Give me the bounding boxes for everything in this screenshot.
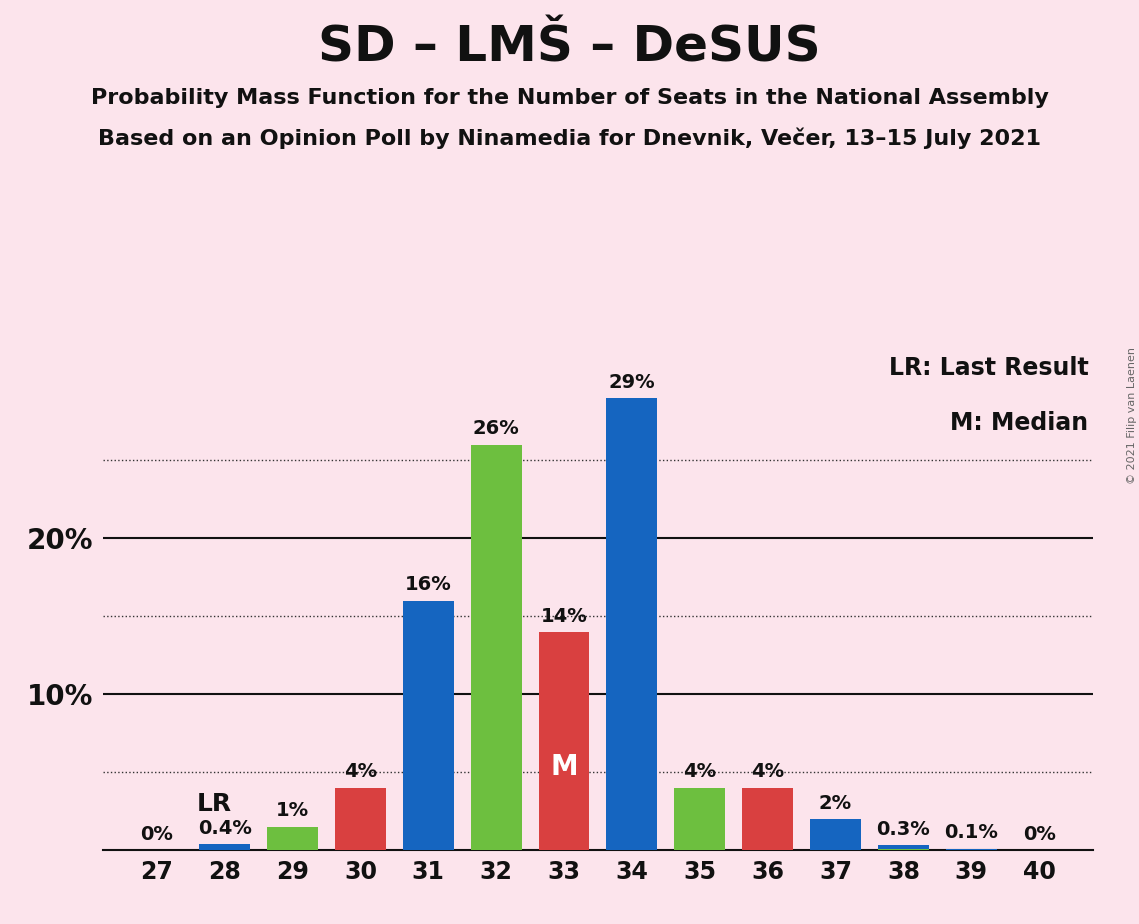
Text: 14%: 14% bbox=[541, 606, 588, 626]
Bar bbox=[606, 398, 657, 850]
Bar bbox=[403, 601, 453, 850]
Bar bbox=[743, 787, 793, 850]
Text: LR: Last Result: LR: Last Result bbox=[888, 356, 1089, 380]
Text: 2%: 2% bbox=[819, 794, 852, 813]
Bar bbox=[199, 844, 251, 850]
Text: 1%: 1% bbox=[276, 801, 309, 821]
Text: M: Median: M: Median bbox=[950, 411, 1089, 435]
Text: 0.3%: 0.3% bbox=[877, 821, 931, 839]
Bar bbox=[878, 845, 928, 850]
Bar bbox=[470, 444, 522, 850]
Bar bbox=[674, 787, 726, 850]
Text: © 2021 Filip van Laenen: © 2021 Filip van Laenen bbox=[1126, 347, 1137, 484]
Bar bbox=[268, 827, 318, 850]
Text: 4%: 4% bbox=[751, 762, 785, 782]
Bar bbox=[335, 787, 386, 850]
Text: LR: LR bbox=[197, 792, 232, 816]
Bar bbox=[539, 632, 590, 850]
Text: 0.1%: 0.1% bbox=[944, 823, 998, 843]
Text: 0.4%: 0.4% bbox=[198, 819, 252, 837]
Bar bbox=[945, 848, 997, 850]
Text: 16%: 16% bbox=[405, 576, 452, 594]
Text: 29%: 29% bbox=[608, 372, 655, 392]
Text: 0%: 0% bbox=[140, 825, 173, 844]
Text: 0%: 0% bbox=[1023, 825, 1056, 844]
Text: 4%: 4% bbox=[683, 762, 716, 782]
Text: Based on an Opinion Poll by Ninamedia for Dnevnik, Večer, 13–15 July 2021: Based on an Opinion Poll by Ninamedia fo… bbox=[98, 128, 1041, 149]
Text: Probability Mass Function for the Number of Seats in the National Assembly: Probability Mass Function for the Number… bbox=[91, 88, 1048, 108]
Bar bbox=[810, 819, 861, 850]
Text: SD – LMŠ – DeSUS: SD – LMŠ – DeSUS bbox=[318, 23, 821, 71]
Text: 4%: 4% bbox=[344, 762, 377, 782]
Text: 26%: 26% bbox=[473, 419, 519, 439]
Text: M: M bbox=[550, 753, 577, 781]
